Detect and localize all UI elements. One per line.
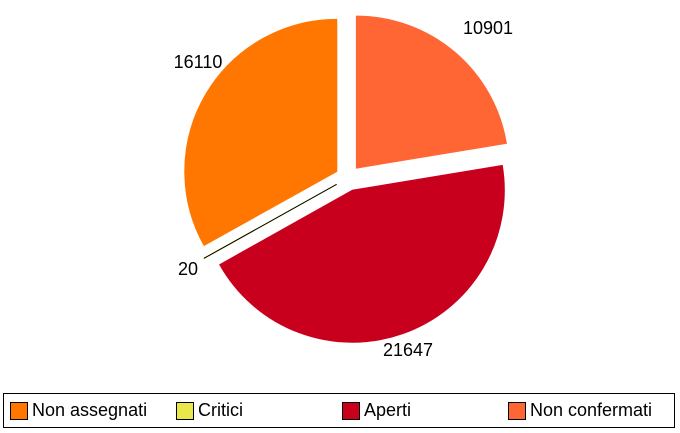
chart-legend: Non assegnati Critici Aperti Non conferm… (3, 393, 675, 428)
legend-swatch-critici (176, 401, 194, 420)
legend-swatch-non-assegnati (10, 401, 28, 420)
pie-slice-non-assegnati (184, 18, 338, 247)
legend-item-critici: Critici (176, 394, 243, 427)
data-label-non-assegnati: 16110 (174, 52, 223, 72)
pie-slice-non-confermati (355, 15, 507, 169)
data-label-non-confermati: 10901 (463, 18, 513, 38)
legend-label-critici: Critici (198, 400, 243, 420)
legend-label-aperti: Aperti (364, 400, 412, 420)
pie-slice-aperti (219, 164, 505, 343)
data-label-aperti: 21647 (383, 340, 433, 360)
data-label-critici: 20 (178, 259, 198, 279)
pie-slice-edge-critici (203, 183, 337, 259)
legend-item-non-assegnati: Non assegnati (10, 394, 147, 427)
pie-chart-svg: 16110 20 21647 10901 (174, 15, 513, 360)
legend-item-aperti: Aperti (342, 394, 411, 427)
legend-swatch-non-confermati (508, 401, 526, 420)
legend-label-non-assegnati: Non assegnati (32, 400, 148, 420)
legend-item-non-confermati: Non confermati (508, 394, 652, 427)
legend-label-non-confermati: Non confermati (530, 400, 653, 420)
legend-swatch-aperti (342, 401, 360, 420)
